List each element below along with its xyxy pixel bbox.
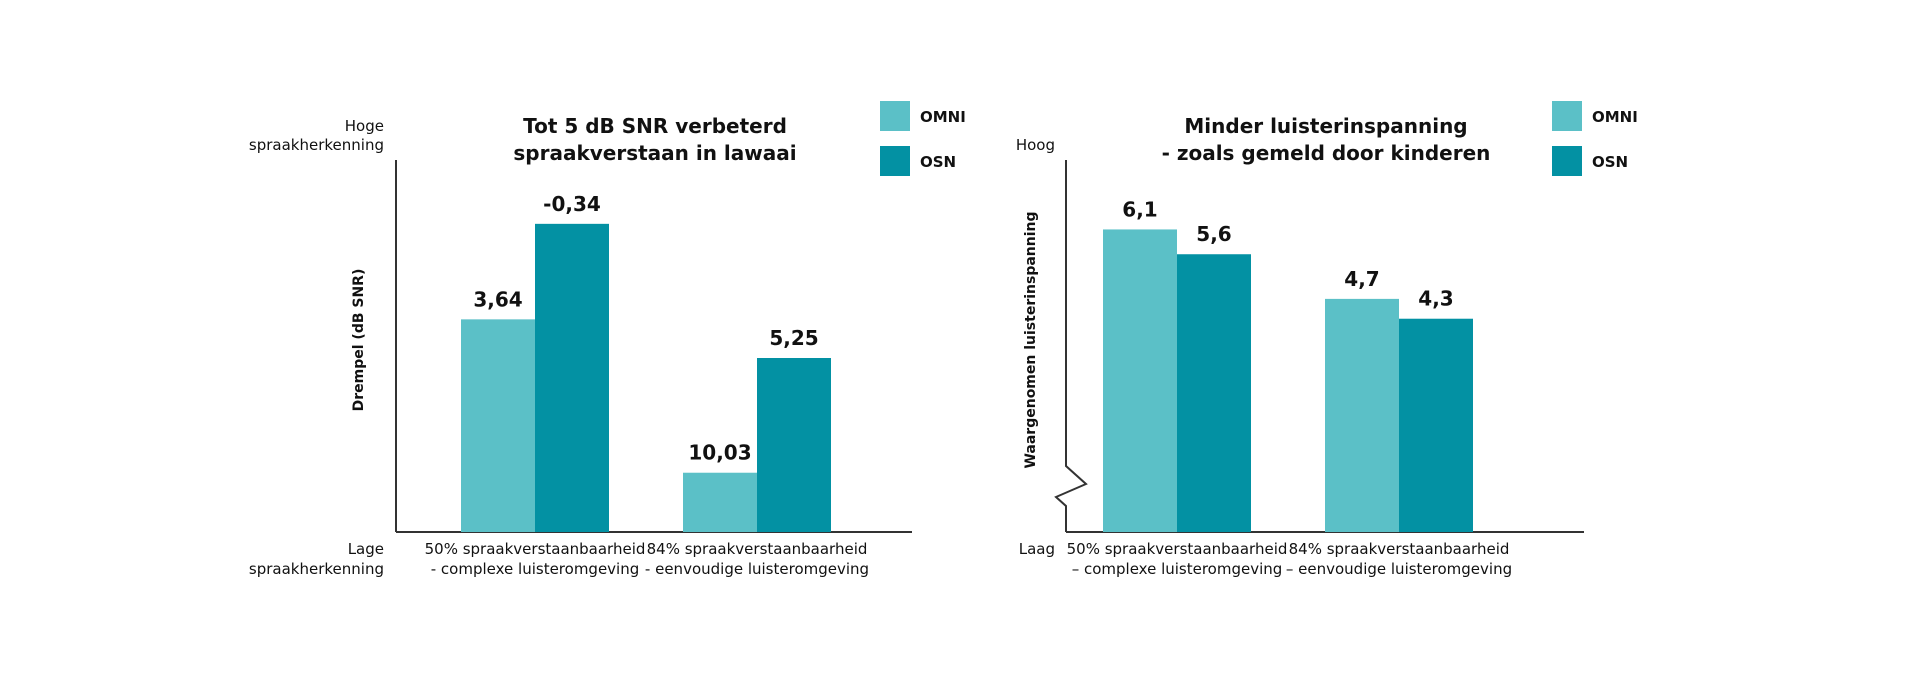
category-label: 50% spraakverstaanbaarheid: [425, 540, 646, 558]
legend-label-osn: OSN: [920, 153, 956, 171]
category-label: - eenvoudige luisteromgeving: [645, 560, 869, 578]
legend-swatch-osn: [1552, 146, 1582, 176]
legend-swatch-omni: [880, 101, 910, 131]
y-axis-bottom-label: spraakherkenning: [249, 560, 384, 578]
category-label: 50% spraakverstaanbaarheid: [1067, 540, 1288, 558]
legend-swatch-osn: [880, 146, 910, 176]
bar-osn-1: [535, 223, 609, 532]
bar-value-label: 4,7: [1344, 267, 1379, 291]
bar-osn-2: [757, 358, 831, 532]
y-axis-top-label: spraakherkenning: [249, 136, 384, 154]
y-axis-top-label: Hoge: [345, 117, 384, 135]
legend-label-osn: OSN: [1592, 153, 1628, 171]
y-axis-top-label: Hoog: [1016, 136, 1055, 154]
bar-value-label: 5,25: [769, 326, 818, 350]
category-label: 84% spraakverstaanbaarheid: [647, 540, 868, 558]
bar-value-label: 4,3: [1418, 287, 1453, 311]
y-axis-title: Drempel (dB SNR): [351, 269, 367, 412]
legend-label-omni: OMNI: [1592, 108, 1638, 126]
category-label: 84% spraakverstaanbaarheid: [1289, 540, 1510, 558]
chart-title-line: spraakverstaan in lawaai: [513, 141, 796, 165]
chart-title-line: Tot 5 dB SNR verbeterd: [523, 114, 787, 138]
bar-osn-1: [1177, 254, 1251, 533]
bar-value-label: -0,34: [543, 192, 601, 216]
bar-osn-2: [1399, 318, 1473, 532]
bar-omni-1: [1103, 229, 1177, 532]
chart-title-line: - zoals gemeld door kinderen: [1162, 141, 1491, 165]
legend-swatch-omni: [1552, 101, 1582, 131]
category-label: - complexe luisteromgeving: [431, 560, 640, 578]
bar-value-label: 5,6: [1196, 222, 1231, 246]
bar-value-label: 10,03: [688, 441, 751, 465]
category-label: – eenvoudige luisteromgeving: [1286, 560, 1512, 578]
y-axis-line-with-break: [1054, 160, 1088, 532]
legend-label-omni: OMNI: [920, 108, 966, 126]
y-axis-title: Waargenomen luisterinspanning: [1023, 211, 1039, 468]
bar-omni-1: [461, 319, 535, 532]
category-label: – complexe luisteromgeving: [1072, 560, 1283, 578]
bar-value-label: 6,1: [1122, 197, 1157, 221]
y-axis-bottom-label: Laag: [1019, 540, 1055, 558]
chart-title-line: Minder luisterinspanning: [1184, 114, 1467, 138]
y-axis-bottom-label: Lage: [348, 540, 384, 558]
bar-omni-2: [1325, 298, 1399, 532]
bar-omni-2: [683, 472, 757, 532]
bar-value-label: 3,64: [473, 287, 522, 311]
